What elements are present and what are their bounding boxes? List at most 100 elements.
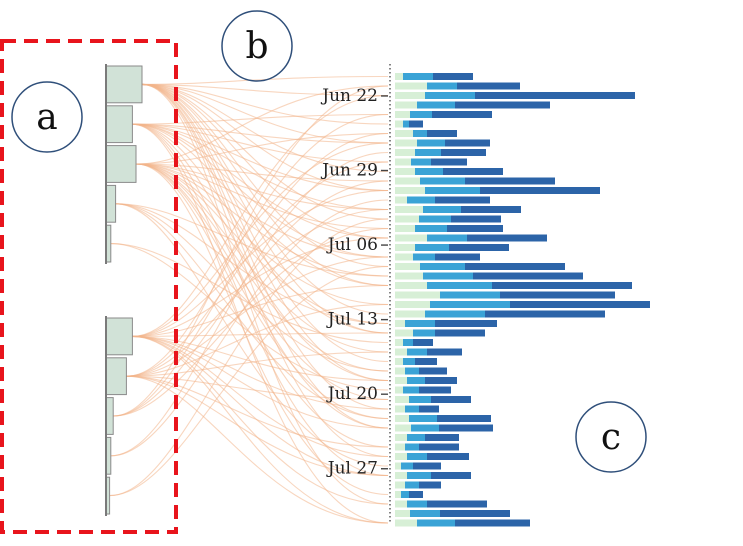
bar-segment-light (395, 111, 410, 118)
bar-segment-light (395, 339, 403, 346)
link-curve (132, 335, 389, 382)
link-curve (132, 94, 389, 337)
bar-segment-dark (431, 158, 467, 166)
bar-segment-mid (420, 177, 465, 185)
bar-segment-light (395, 149, 415, 156)
panel-c-marker: c (575, 401, 647, 473)
bar-segment-mid (409, 396, 431, 403)
tick-label: Jul 13 (326, 310, 378, 330)
bar-segment-light (395, 358, 403, 365)
link-curve (132, 123, 389, 477)
bar-segment-light (395, 519, 417, 527)
bar-segment-mid (405, 320, 435, 327)
bar-segment-light (395, 92, 425, 99)
panel-b-label: b (245, 26, 268, 67)
link-curve (132, 284, 389, 337)
tick-label: Jul 27 (326, 459, 378, 479)
link-curve (109, 218, 389, 497)
bar-segment-dark (435, 196, 490, 204)
link-curve (126, 375, 389, 477)
bar-segment-light (395, 206, 423, 213)
bar-segment-mid (407, 196, 435, 204)
link-curve (109, 265, 389, 497)
bar-segment-mid (407, 472, 431, 479)
link-curve (110, 243, 389, 344)
link-curve (135, 85, 389, 165)
link-curves (109, 75, 389, 524)
bar-segment-mid (415, 168, 443, 175)
link-curve (126, 161, 389, 377)
cluster-bar (105, 317, 133, 356)
bar-segment-light (395, 377, 407, 384)
bar-segment-dark (467, 234, 547, 242)
bar-segment-mid (411, 158, 431, 166)
link-curve (132, 123, 389, 382)
bar-segment-dark (431, 472, 471, 479)
bar-segment-light (395, 348, 407, 356)
link-curve (110, 243, 389, 391)
link-curve (132, 335, 389, 477)
bar-segment-mid (403, 358, 415, 365)
bar-segment-light (395, 481, 405, 489)
link-curve (132, 335, 389, 505)
link-curve (113, 227, 389, 417)
link-curve (141, 83, 389, 97)
bar-segment-dark (455, 519, 530, 527)
bar-segment-light (395, 329, 413, 337)
bar-segment-light (395, 139, 417, 147)
bar-segment-dark (441, 149, 486, 156)
bar-segment-dark (473, 272, 583, 280)
bar-segment-light (395, 367, 405, 375)
bar-segment-mid (401, 491, 409, 498)
link-curve (132, 123, 389, 258)
bar-segment-light (395, 263, 420, 270)
bar-segment-mid (413, 329, 435, 337)
bar-segment-dark (425, 377, 457, 384)
link-curve (132, 335, 389, 524)
bar-segment-dark (445, 139, 490, 147)
link-curve (132, 123, 389, 239)
panel-a-label: a (36, 97, 57, 138)
bar-segment-light (395, 225, 415, 232)
bar-segment-mid (407, 453, 427, 460)
bar-segment-mid (417, 139, 445, 147)
bar-segment-mid (407, 434, 425, 441)
bar-segment-dark (427, 348, 462, 356)
link-curve (132, 123, 389, 429)
link-curve (132, 123, 389, 211)
bar-segment-light (395, 310, 425, 318)
cluster-bar (105, 357, 127, 396)
bar-segment-dark (492, 282, 632, 289)
link-curve (141, 83, 389, 268)
link-curve (132, 189, 389, 337)
bar-segment-light (395, 500, 407, 508)
bar-segment-mid (413, 130, 427, 137)
bar-segment-mid (405, 481, 419, 489)
panel-b-marker: b (221, 10, 293, 82)
bar-segment-mid (417, 101, 455, 109)
bar-segment-light (395, 510, 410, 517)
link-curve (115, 203, 389, 420)
link-curve (141, 83, 389, 429)
bar-segment-light (395, 405, 405, 413)
bar-segment-dark (427, 130, 457, 137)
bar-segment-light (395, 491, 401, 498)
bar-segment-dark (419, 443, 459, 451)
bar-segment-mid (423, 272, 473, 280)
bar-segment-dark (413, 339, 433, 346)
bar-segment-dark (500, 291, 615, 299)
link-curve (132, 335, 389, 458)
bar-segment-mid (423, 206, 461, 213)
link-curve (113, 85, 389, 417)
link-curve (135, 163, 389, 258)
bar-segment-dark (465, 177, 555, 185)
link-curve (113, 132, 389, 417)
bar-segment-dark (510, 301, 650, 308)
bar-segment-dark (480, 187, 600, 194)
bar-segment-mid (410, 510, 440, 517)
link-curve (141, 83, 389, 192)
link-curve (141, 83, 389, 144)
bar-segment-mid (417, 519, 455, 527)
link-curve (132, 332, 389, 337)
